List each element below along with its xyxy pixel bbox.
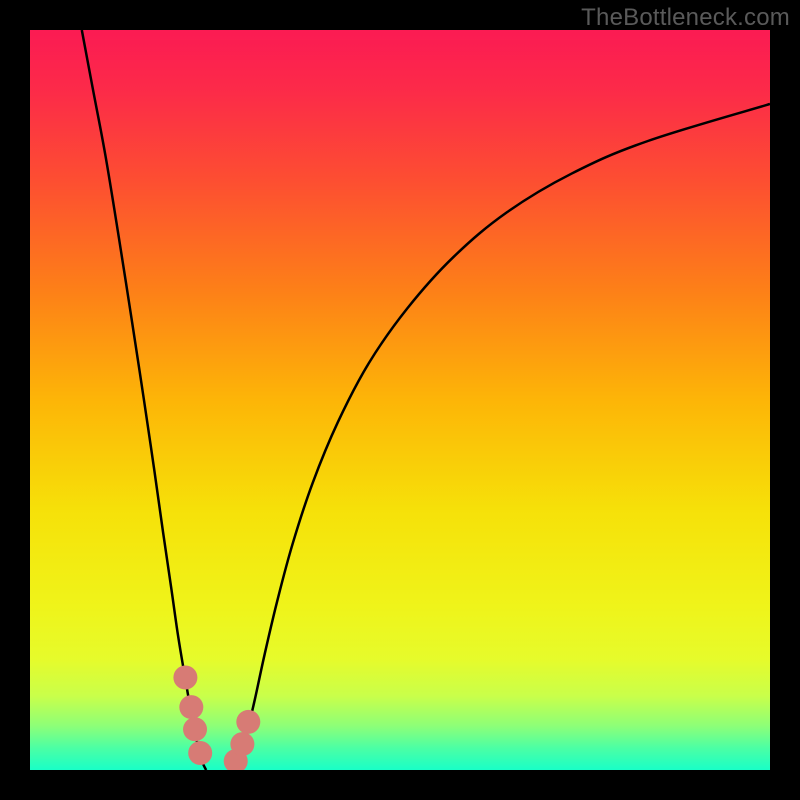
watermark-text: TheBottleneck.com <box>581 4 790 32</box>
marker-left <box>188 741 212 765</box>
marker-right <box>230 732 254 756</box>
bottleneck-chart <box>0 0 800 800</box>
marker-left <box>173 666 197 690</box>
marker-left <box>179 695 203 719</box>
marker-left <box>183 717 207 741</box>
gradient-plot-area <box>30 30 770 770</box>
marker-right <box>236 710 260 734</box>
